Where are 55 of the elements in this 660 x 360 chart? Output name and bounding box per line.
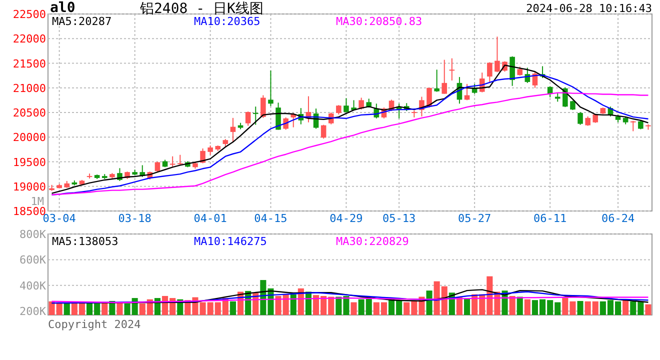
candlestick (570, 100, 576, 111)
x-tick-label: 04-01 (194, 212, 227, 225)
candlestick (585, 116, 590, 126)
y-tick-label: 20000 (12, 131, 46, 144)
y-tick-label: 20500 (12, 106, 46, 120)
candlestick (344, 98, 349, 113)
y-tick-label: 800K (20, 228, 46, 241)
x-tick-label: 05-27 (458, 212, 492, 225)
text: 1M (30, 195, 44, 208)
candlestick (230, 117, 236, 143)
candlestick (578, 112, 583, 126)
candlestick (358, 97, 364, 110)
x-tick-label: 05-13 (382, 212, 416, 225)
candlestick (208, 144, 213, 156)
x-tick-label: 06-24 (601, 212, 635, 225)
chart-subtitle: 2024-06-28 10:16:43 (526, 2, 652, 15)
y-tick-label: 200K (20, 305, 46, 318)
y-tick-label: 19000 (12, 180, 46, 194)
y-tick-label: 19500 (12, 156, 46, 169)
text: MA10:20365 (194, 15, 260, 28)
text: MA10:146275 (194, 235, 267, 248)
annotation: al0 (50, 0, 76, 16)
candlestick (276, 102, 281, 130)
text: MA5:138053 (52, 235, 118, 248)
text: Copyright 2024 (48, 318, 142, 331)
candlestick (449, 58, 455, 81)
y-tick-label: 22000 (12, 32, 46, 46)
chart-title: 铝2408 - 日K线图 (139, 1, 264, 17)
y-tick-label: 600K (20, 254, 46, 267)
y-tick-label: 21000 (12, 82, 46, 95)
candlestick (487, 62, 492, 84)
candlestick (170, 156, 176, 168)
candlestick (260, 94, 266, 118)
candlestick (510, 56, 515, 86)
candlestick (177, 154, 183, 166)
candlestick (268, 70, 274, 107)
y-tick-label: 22500 (12, 8, 46, 21)
candlestick (630, 120, 636, 132)
text: MA5:20287 (52, 15, 112, 28)
y-tick-label: 21500 (12, 57, 46, 70)
candlestick (245, 111, 251, 126)
x-tick-label: 06-11 (534, 212, 567, 225)
y-tick-label: 400K (20, 279, 46, 292)
text: MA30:20850.83 (336, 15, 422, 28)
candlestick (252, 106, 258, 126)
x-tick-label: 04-29 (330, 212, 363, 225)
candlestick (434, 69, 440, 92)
x-tick-label: 04-15 (254, 212, 288, 225)
candlestick (200, 148, 206, 164)
candlestick (320, 124, 326, 140)
candlestick (442, 59, 448, 94)
text: MA30:220829 (336, 235, 409, 248)
candlestick (494, 36, 500, 73)
candlestick (336, 104, 342, 115)
x-tick-label: 03-18 (118, 212, 152, 225)
